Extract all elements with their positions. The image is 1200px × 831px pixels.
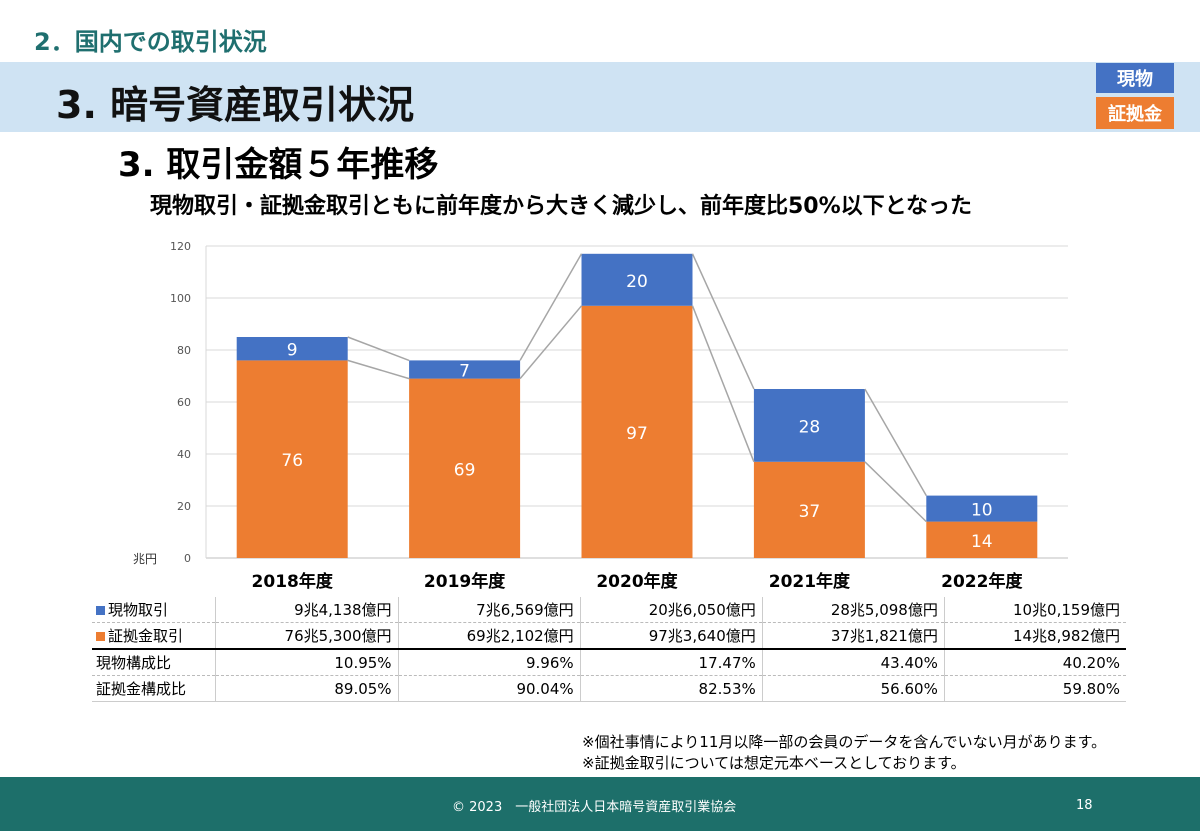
page-number: 18	[1076, 798, 1093, 813]
table-cell: 43.40%	[761, 648, 945, 676]
table-cell: 28兆5,098億円	[761, 597, 945, 623]
table-cell: 20兆6,050億円	[579, 597, 763, 623]
bar-spot	[926, 495, 1038, 522]
data-label-spot: 20	[626, 272, 648, 292]
x-category-label: 2022年度	[941, 571, 1023, 592]
legend-square-icon	[96, 606, 105, 615]
connector-line-margin	[347, 359, 410, 380]
bar-margin	[753, 461, 865, 558]
row-label: 証拠金構成比	[92, 675, 216, 702]
table-cell: 82.53%	[579, 675, 763, 702]
table-cell: 40.20%	[943, 648, 1126, 676]
y-tick-label: 20	[177, 500, 191, 513]
connector-line-margin	[864, 461, 927, 523]
bar-spot	[581, 253, 693, 306]
table-cell: 97兆3,640億円	[579, 622, 763, 650]
badge-spot: 現物	[1096, 63, 1174, 93]
bar-margin	[409, 378, 521, 558]
table-cell: 90.04%	[397, 675, 581, 702]
table-row: 証拠金取引 76兆5,300億円 69兆2,102億円 97兆3,640億円 37兆1,…	[92, 622, 1126, 650]
data-label-spot: 9	[287, 341, 298, 361]
table-cell: 37兆1,821億円	[761, 622, 945, 650]
connector-line-total	[519, 253, 583, 361]
data-label-margin: 97	[626, 424, 648, 444]
y-tick-label: 100	[170, 292, 191, 305]
title-band	[0, 62, 1200, 132]
legend-square-icon	[96, 632, 105, 641]
table-cell: 7兆6,569億円	[397, 597, 581, 623]
bar-spot	[409, 360, 521, 379]
y-axis-unit: 兆円	[133, 552, 158, 566]
y-tick-label: 0	[184, 552, 191, 565]
table-row: 現物取引 9兆4,138億円 7兆6,569億円 20兆6,050億円 28兆5,098…	[92, 597, 1126, 623]
connector-line-total	[864, 388, 927, 496]
table-cell: 89.05%	[215, 675, 399, 702]
stacked-bar-chart: 0 20 40 60 80 100 120 76 9 2018年度 69 7 2019年度 97 20 202…	[170, 240, 1068, 592]
data-label-margin: 76	[281, 451, 303, 471]
data-table: 現物取引 9兆4,138億円 7兆6,569億円 20兆6,050億円 28兆5,098…	[92, 597, 1126, 702]
data-label-margin: 14	[971, 532, 993, 552]
row-label: 現物構成比	[92, 648, 216, 676]
y-tick-label: 60	[177, 396, 191, 409]
bar-margin	[236, 360, 348, 558]
data-label-margin: 69	[454, 460, 476, 480]
table-cell: 76兆5,300億円	[215, 622, 399, 650]
y-tick-label: 80	[177, 344, 191, 357]
table-cell: 17.47%	[579, 648, 763, 676]
y-tick-label: 40	[177, 448, 191, 461]
connector-line-margin	[519, 305, 583, 380]
bar-spot	[753, 389, 865, 462]
table-cell: 9兆4,138億円	[215, 597, 399, 623]
x-category-label: 2018年度	[252, 571, 334, 592]
x-category-label: 2021年度	[769, 571, 851, 592]
data-label-margin: 37	[799, 502, 821, 522]
note-1: ※個社事情により11月以降一部の会員のデータを含んでいない月があります。	[582, 733, 1107, 751]
bar-spot	[236, 337, 348, 361]
table-cell: 69兆2,102億円	[397, 622, 581, 650]
x-category-label: 2019年度	[424, 571, 506, 592]
row-label: 現物取引	[92, 597, 216, 623]
note-2: ※証拠金取引については想定元本ベースとしております。	[582, 754, 966, 772]
bar-margin	[581, 305, 693, 558]
table-row: 現物構成比 10.95% 9.96% 17.47% 43.40% 40.20%	[92, 648, 1126, 676]
data-label-spot: 10	[971, 501, 993, 521]
table-cell: 59.80%	[943, 675, 1126, 702]
table-cell: 9.96%	[397, 648, 581, 676]
chart-subtitle: 3. 取引金額５年推移	[118, 145, 439, 185]
connector-line-total	[347, 336, 410, 362]
bar-margin	[926, 521, 1038, 558]
table-cell: 10.95%	[215, 648, 399, 676]
section-heading: 2．国内での取引状況	[34, 28, 267, 56]
table-row: 証拠金構成比 89.05% 90.04% 82.53% 56.60% 59.80%	[92, 675, 1126, 702]
y-tick-label: 120	[170, 240, 191, 253]
row-label: 証拠金取引	[92, 622, 216, 650]
data-label-spot: 28	[799, 417, 821, 437]
copyright: © 2023 一般社団法人日本暗号資産取引業協会	[452, 800, 737, 815]
badge-margin: 証拠金	[1096, 97, 1174, 129]
table-cell: 10兆0,159億円	[943, 597, 1126, 623]
connector-line-margin	[691, 305, 755, 463]
page-title: 3. 暗号資産取引状況	[56, 83, 415, 127]
table-cell: 14兆8,982億円	[943, 622, 1126, 650]
x-category-label: 2020年度	[596, 571, 678, 592]
footer: © 2023 一般社団法人日本暗号資産取引業協会 18	[0, 777, 1200, 831]
table-cell: 56.60%	[761, 675, 945, 702]
headline: 現物取引・証拠金取引ともに前年度から大きく減少し、前年度比50%以下となった	[150, 194, 973, 219]
data-label-spot: 7	[459, 362, 470, 382]
connector-line-total	[691, 253, 755, 390]
